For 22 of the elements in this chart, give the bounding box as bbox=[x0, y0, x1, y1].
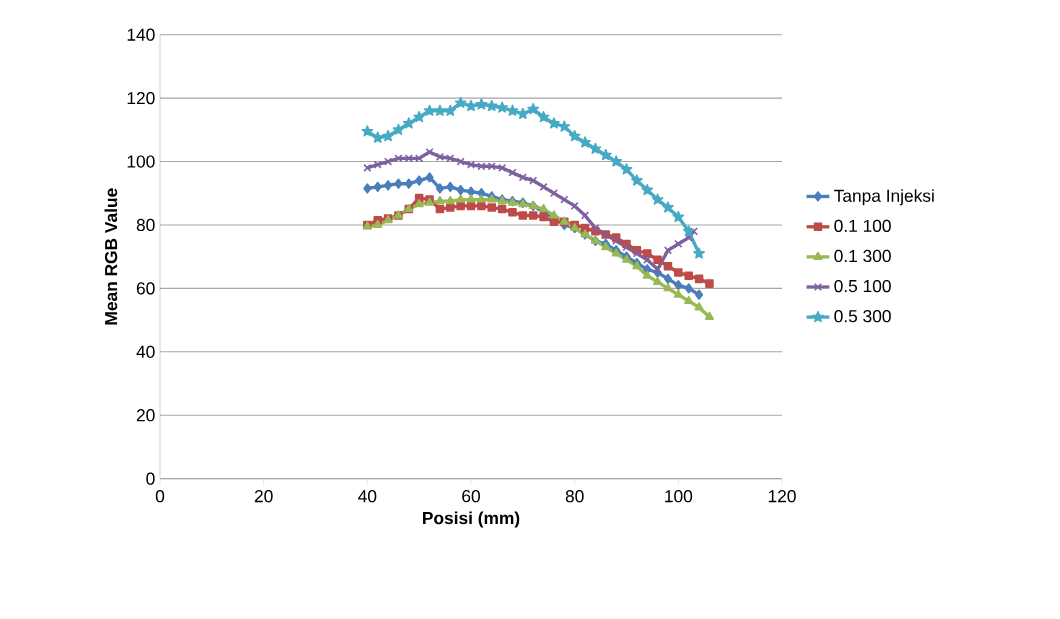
y-tick-label: 120 bbox=[127, 92, 155, 105]
y-tick-label: 0 bbox=[146, 472, 155, 485]
y-axis-title: Mean RGB Value bbox=[104, 188, 118, 325]
y-tick-label: 40 bbox=[136, 345, 155, 359]
legend-label: 0.5 100 bbox=[834, 280, 891, 293]
x-tick-label: 20 bbox=[254, 490, 273, 503]
y-tick-label: 20 bbox=[136, 409, 155, 422]
x-tick-label: 120 bbox=[768, 490, 796, 503]
x-tick-label: 60 bbox=[462, 490, 480, 503]
y-tick-label: 60 bbox=[136, 282, 155, 295]
legend-label: 0.1 300 bbox=[834, 250, 891, 263]
x-tick-label: 0 bbox=[155, 490, 165, 503]
x-tick-label: 80 bbox=[565, 490, 584, 503]
x-axis-title: Posisi (mm) bbox=[423, 511, 520, 528]
y-tick-label: 80 bbox=[136, 218, 155, 232]
x-tick-label: 40 bbox=[358, 490, 377, 503]
x-tick-label: 100 bbox=[665, 490, 693, 503]
legend-label: 0.1 100 bbox=[834, 219, 891, 233]
legend-label: Tanpa Injeksi bbox=[834, 189, 934, 206]
y-tick-label: 140 bbox=[127, 28, 155, 41]
legend-label: 0.5 300 bbox=[834, 310, 891, 323]
y-tick-label: 100 bbox=[127, 155, 155, 168]
